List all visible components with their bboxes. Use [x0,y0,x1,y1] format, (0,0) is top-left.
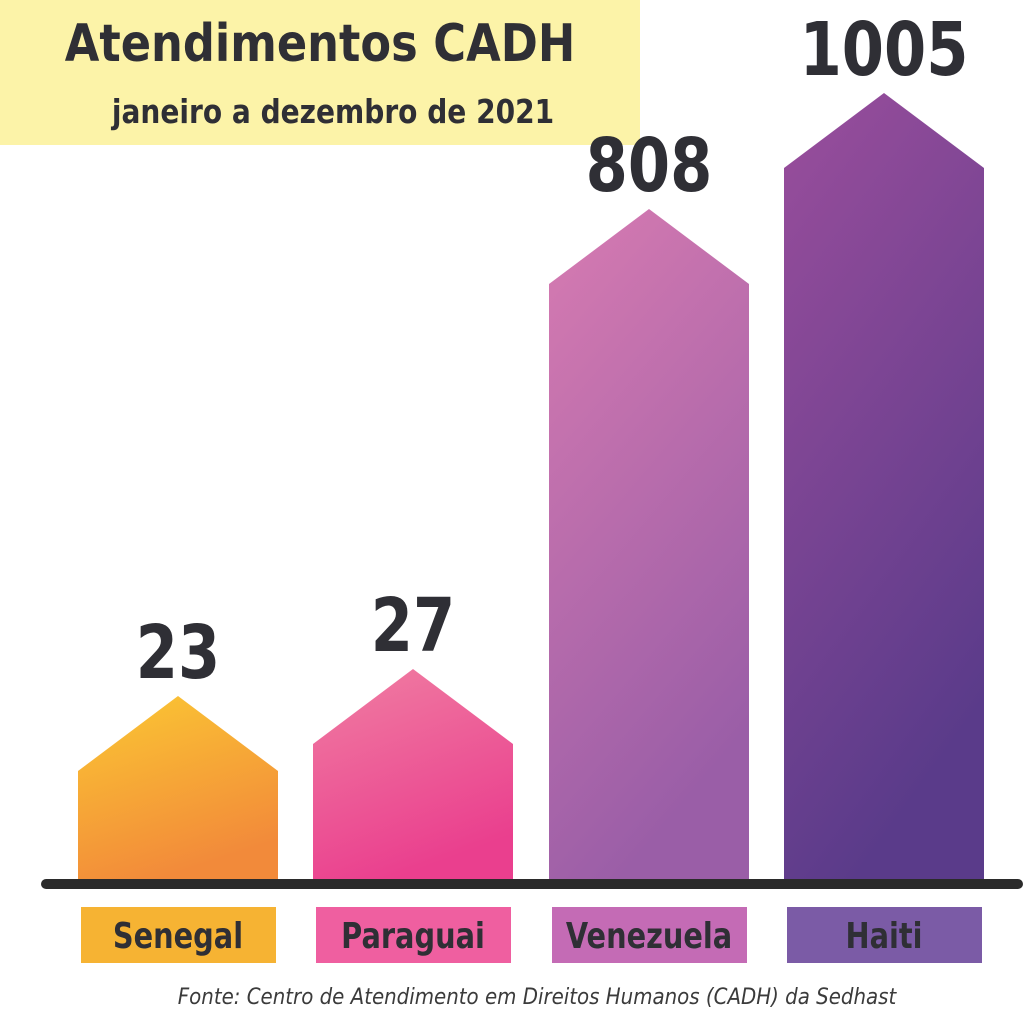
value-label-paraguai: 27 [371,582,455,668]
category-label-box-haiti [787,907,982,963]
chart-title: Atendimentos CADH [64,14,576,74]
bar-venezuela [549,209,749,883]
category-label-paraguai: Paraguai [341,915,485,957]
title-box [0,0,640,145]
category-label-venezuela: Venezuela [566,915,732,957]
value-label-senegal: 23 [136,609,220,695]
category-label-box-paraguai [316,907,511,963]
category-label-senegal: Senegal [113,915,243,957]
chart-subtitle: janeiro a dezembro de 2021 [111,92,555,131]
bar-haiti [784,93,984,883]
bar-paraguai [313,669,513,883]
category-label-haiti: Haiti [846,915,923,957]
category-label-box-venezuela [552,907,747,963]
source-note: Fonte: Centro de Atendimento em Direitos… [177,985,897,1010]
category-label-box-senegal [81,907,276,963]
bar-senegal [78,696,278,883]
value-label-venezuela: 808 [586,122,713,208]
value-label-haiti: 1005 [800,6,969,92]
